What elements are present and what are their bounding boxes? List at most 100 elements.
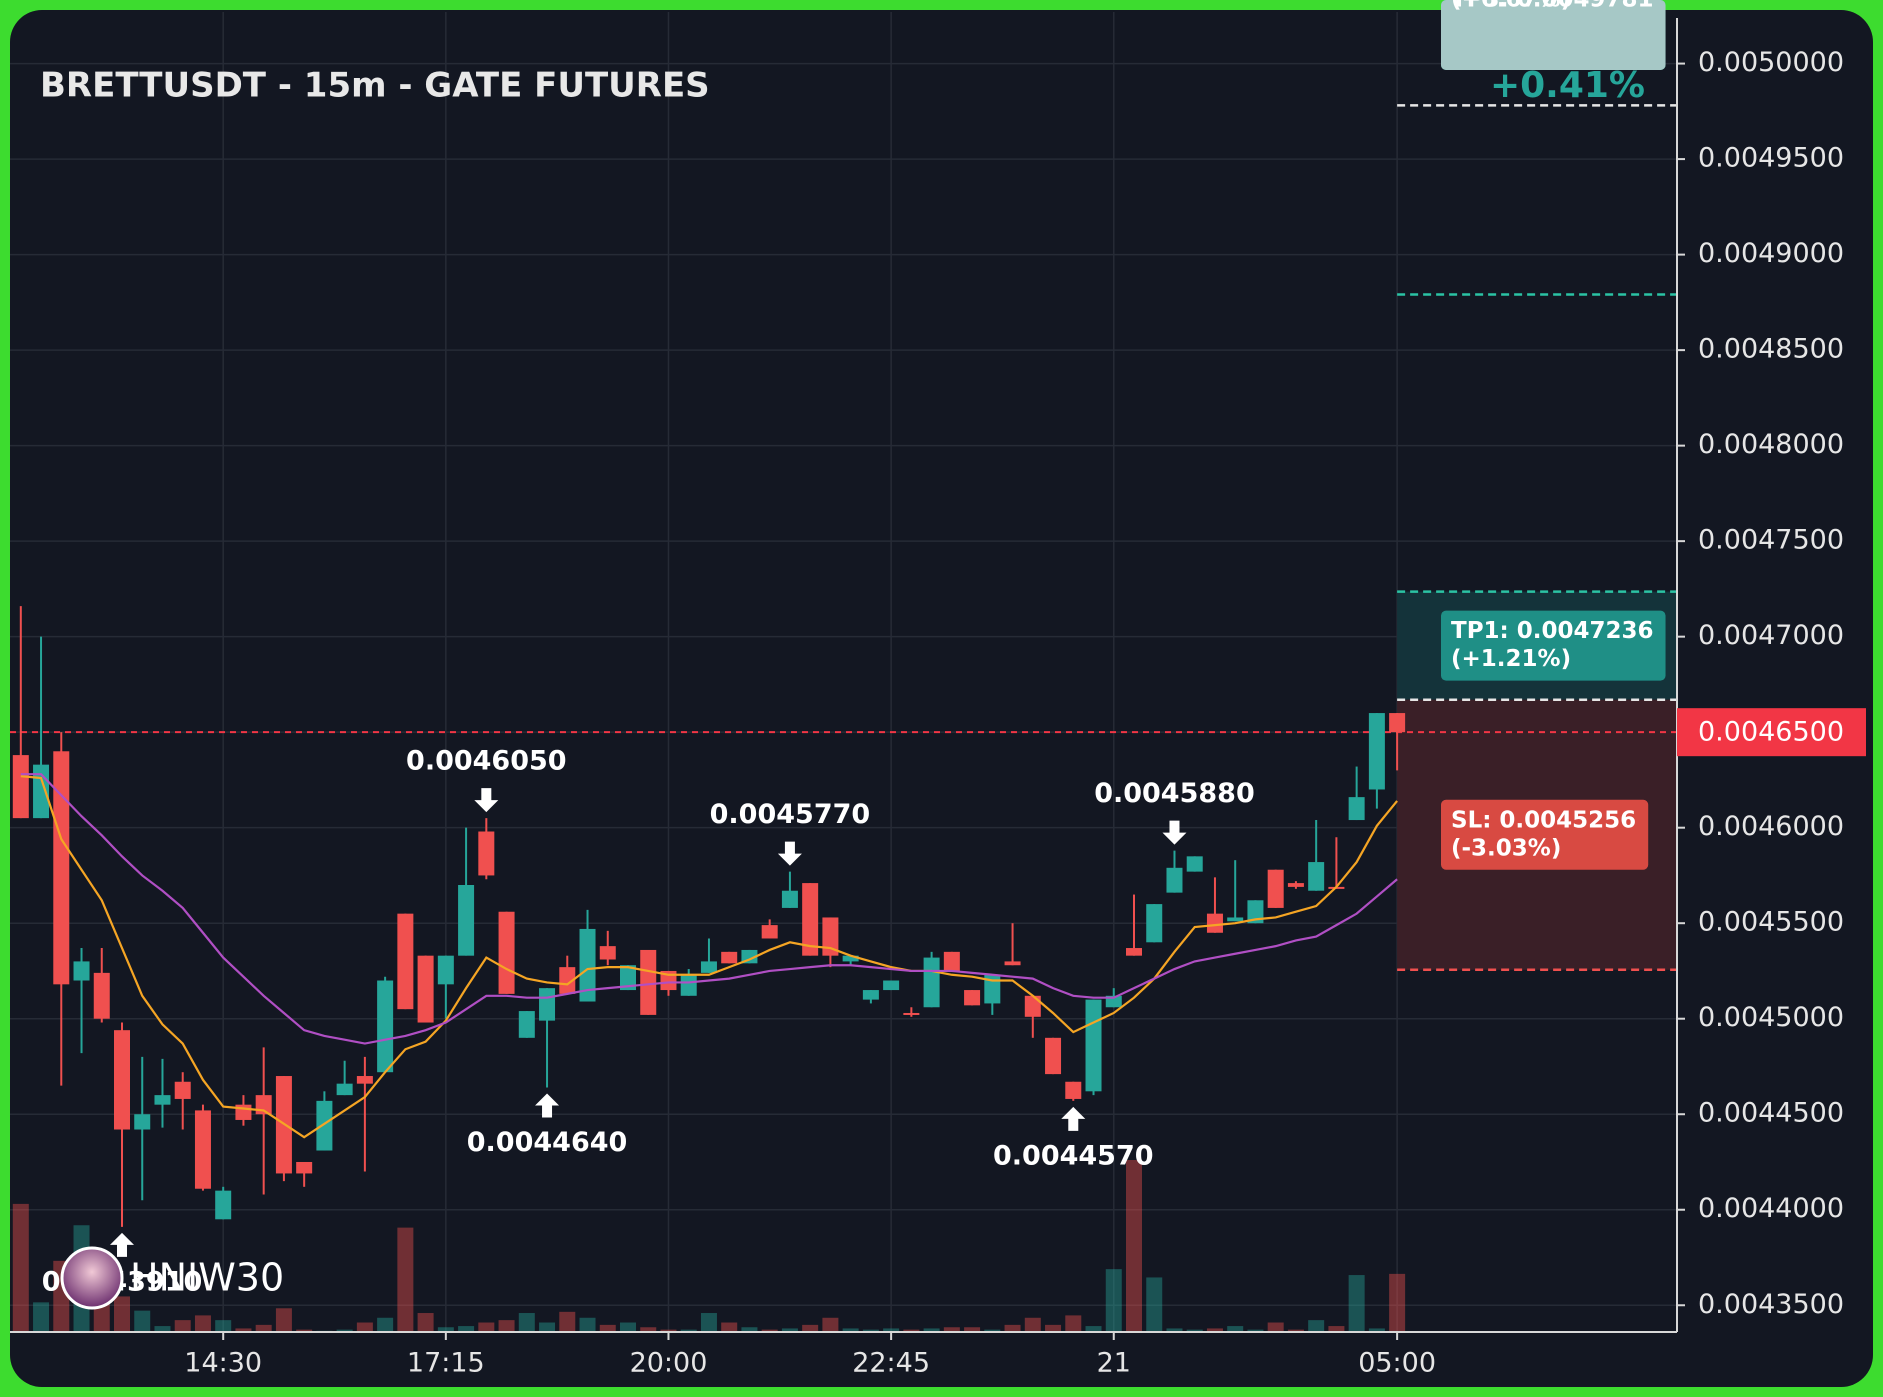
volume-bar [437,1327,454,1332]
y-tick-label: 0.0046000 [1698,811,1844,842]
volume-bar [1308,1320,1325,1332]
candle-body [781,890,798,908]
candle-body [1227,917,1244,922]
y-tick-label: 0.0048000 [1698,429,1844,460]
volume-bar [296,1329,313,1332]
volume-bar [923,1328,940,1332]
volume-bar [964,1327,981,1332]
candles [12,606,1406,1227]
candle-body [1308,862,1325,891]
candle-body [1085,999,1102,1092]
candle-body [377,980,394,1073]
y-tick-label: 0.0047000 [1698,620,1844,651]
extreme-label: 0.0046050 [406,746,567,777]
candle-body [1126,948,1142,956]
candle-body [498,911,515,994]
volume-bar [1065,1315,1082,1332]
volume-bar [174,1320,191,1332]
y-tick-label: 0.0045000 [1698,1002,1844,1033]
x-tick-label: 14:30 [184,1348,262,1379]
candle-body [397,913,414,1010]
x-tick-label: 05:00 [1358,1348,1436,1379]
candle-body [822,917,839,956]
volume-bar [1328,1326,1345,1332]
level-tag-label: TP1: 0.0047236 [1451,618,1654,644]
candle-body [174,1081,191,1099]
candle-body [215,1190,232,1220]
candle-body [640,949,657,1015]
position-zones: TP1: 0.0047236(+1.21%)TP2: 0.0048791(+4.… [10,0,1677,972]
volume-bar [842,1328,859,1332]
volume-bar [275,1308,292,1332]
y-tick-label: 0.0043500 [1698,1289,1844,1320]
y-tick-label: 0.0047500 [1698,525,1844,556]
arrow-down [777,841,802,866]
volume-bar [154,1326,171,1332]
chart-title: BRETTUSDT - 15m - GATE FUTURES [40,66,710,106]
volume-bar [822,1317,839,1332]
volume-bar [640,1327,657,1332]
volume-bar [1004,1324,1021,1332]
candle-body [984,974,1001,1004]
candle-body [1105,995,1122,1008]
volume-bar [1105,1269,1122,1332]
volume-bar [862,1329,879,1332]
extreme-label: 0.0045880 [1094,778,1255,809]
candle-body [700,961,717,973]
y-tick-label: 0.0049000 [1698,238,1844,269]
volume-bar [498,1320,515,1332]
volume-bar [1166,1328,1183,1332]
volume-bar [1045,1324,1062,1332]
watermark-text: HNIW30 [130,1256,284,1300]
arrow-up [1061,1106,1086,1131]
candle-body [336,1083,353,1096]
moving-average [20,773,1398,1045]
volume-bar [700,1313,717,1332]
candle-body [680,974,697,996]
candle-body [1247,900,1264,924]
axes: 0.0050000 0.0049500 0.0049000 0.0048500 0.00… [10,18,1866,1379]
volume-bar [417,1313,434,1332]
candle-body [620,965,636,991]
candle-body [721,951,738,964]
annotations: 0.00439100.00460500.00446400.00457700.00… [42,746,1255,1298]
candle-body [296,1161,313,1174]
volume-bar [680,1329,697,1332]
volume-bar [761,1329,778,1332]
arrow-down [1162,820,1187,845]
candle-body [437,955,454,985]
y-tick-label: 0.0048500 [1698,334,1844,365]
volume-bar [1267,1322,1284,1332]
x-tick-label: 17:15 [407,1348,485,1379]
arrow-up [535,1093,560,1118]
candle-body [33,764,50,819]
candle-body [1267,869,1284,908]
volume-bar [12,1203,29,1332]
candle-body [478,831,495,876]
level-tag-change: (+1.21%) [1451,646,1571,672]
volume-bar [539,1322,556,1332]
volume-bar [1126,1160,1142,1332]
candle-body [903,1012,920,1015]
candle-body [1186,856,1203,872]
candle-body [802,883,819,956]
candle-body [1004,961,1021,966]
y-tick-label: 0.0044500 [1698,1098,1844,1129]
overlays [20,773,1398,1139]
candle-body [1065,1081,1082,1099]
candle-body [93,972,110,1019]
y-tick-label: 0.0045500 [1698,907,1844,938]
price-label-bg [1677,708,1866,757]
arrow-up [110,1232,134,1257]
x-tick-label: 22:45 [852,1348,930,1379]
candle-body [1389,713,1406,733]
moving-average [20,775,1398,1139]
y-tick-label: 0.0044000 [1698,1193,1844,1224]
volume-bar [721,1322,738,1332]
candle-body [114,1030,130,1130]
level-tag-change: (+6.67%) [1451,0,1571,13]
candle-body [1045,1037,1062,1075]
candle-body [883,980,900,991]
